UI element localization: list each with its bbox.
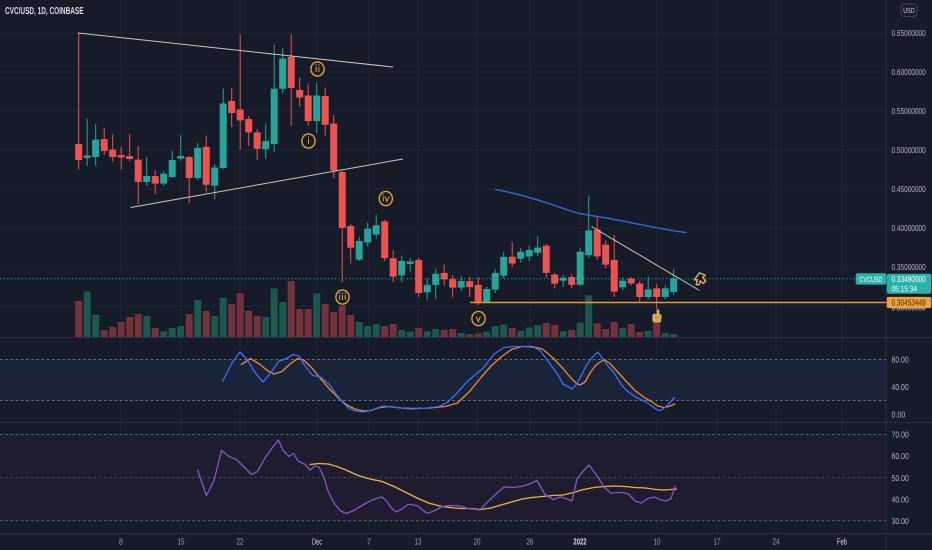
svg-text:05:15:34: 05:15:34 [892,283,918,293]
svg-text:24: 24 [773,537,780,547]
svg-text:40.00: 40.00 [892,494,909,504]
svg-text:CVCUSD: CVCUSD [860,275,883,284]
svg-text:10: 10 [654,537,661,547]
svg-text:30.00: 30.00 [892,516,909,526]
svg-text:CVC/USD, 1D, COINBASE: CVC/USD, 1D, COINBASE [5,6,84,17]
svg-text:8: 8 [119,537,123,547]
svg-text:13: 13 [415,537,422,547]
svg-text:0.50000000: 0.50000000 [892,145,926,155]
svg-text:7: 7 [367,537,371,547]
svg-text:Dec: Dec [312,537,322,547]
svg-text:Feb: Feb [837,537,847,547]
svg-text:22: 22 [237,537,244,547]
svg-text:40.00: 40.00 [892,382,909,392]
svg-text:0.33490000: 0.33490000 [892,274,926,284]
svg-text:80.00: 80.00 [892,355,909,365]
svg-text:26: 26 [527,537,534,547]
svg-text:0.00: 0.00 [892,409,906,419]
svg-text:0.30453449: 0.30453449 [892,298,926,308]
svg-text:15: 15 [178,537,185,547]
svg-text:20: 20 [474,537,481,547]
svg-text:50.00: 50.00 [892,473,909,483]
svg-text:0.55000000: 0.55000000 [892,106,926,116]
svg-text:2022: 2022 [573,537,586,547]
svg-text:0.45000000: 0.45000000 [892,184,926,194]
svg-text:0.65000000: 0.65000000 [892,28,926,38]
svg-text:USD: USD [903,6,915,15]
svg-text:60.00: 60.00 [892,451,909,461]
svg-text:70.00: 70.00 [892,430,909,440]
svg-text:17: 17 [714,537,721,547]
svg-text:0.40000000: 0.40000000 [892,223,926,233]
svg-text:0.60000000: 0.60000000 [892,67,926,77]
svg-text:0.35000000: 0.35000000 [892,262,926,272]
